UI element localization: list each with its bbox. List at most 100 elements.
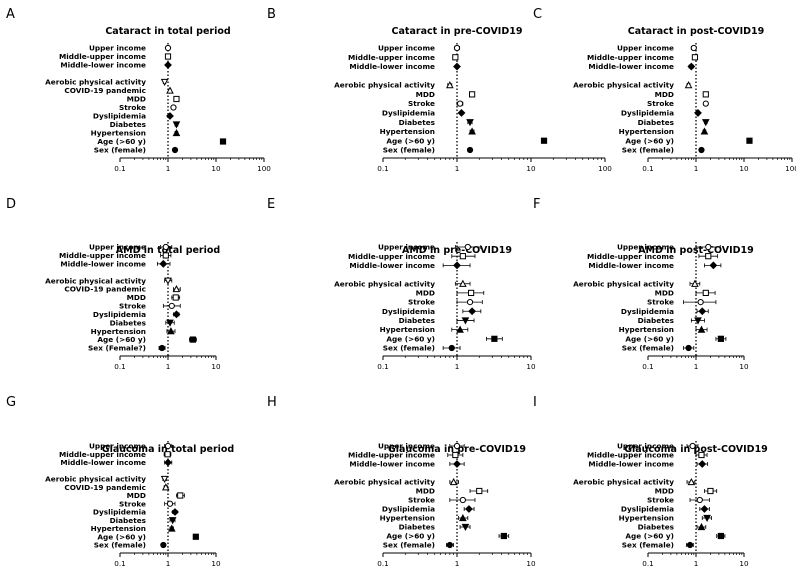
row-label: Middle-lower income <box>60 458 146 467</box>
row-label: Sex (female) <box>622 146 674 155</box>
point-marker <box>166 500 174 507</box>
row-label: Stroke <box>647 298 674 307</box>
x-tick-label: 10 <box>526 164 536 173</box>
point-marker <box>168 302 175 310</box>
panel-letter: B <box>267 7 276 22</box>
point-marker <box>466 298 474 306</box>
row-label: MDD <box>655 90 674 99</box>
point-marker <box>702 289 709 297</box>
x-tick-label: 100 <box>785 164 796 173</box>
row-label: Middle-lower income <box>588 62 674 71</box>
row-label: Hypertension <box>91 327 146 336</box>
row-label: Dyslipidemia <box>621 307 674 316</box>
row-label: Dyslipidemia <box>382 109 435 118</box>
point-marker <box>164 458 172 467</box>
row-label: Middle-lower income <box>60 259 146 268</box>
point-marker <box>162 243 169 251</box>
row-label: Upper income <box>89 442 146 451</box>
point-marker <box>164 277 172 285</box>
point-marker <box>446 541 453 549</box>
row-label: Upper income <box>378 243 435 252</box>
point-marker <box>687 477 696 486</box>
row-label: Middle-upper income <box>348 53 435 62</box>
row-label: Middle-lower income <box>588 261 674 270</box>
point-marker <box>164 451 171 458</box>
panel-letter: H <box>267 395 277 410</box>
row-label: Middle-upper income <box>587 451 674 460</box>
point-marker <box>709 261 718 270</box>
point-marker <box>686 541 694 549</box>
row-label: Hypertension <box>380 514 435 523</box>
row-label: Middle-lower income <box>349 261 435 270</box>
row-label: Age (>60 y) <box>97 335 146 344</box>
point-marker <box>696 496 703 504</box>
point-marker <box>448 344 455 352</box>
point-marker <box>167 524 176 532</box>
row-label: Aerobic physical activity <box>45 276 146 285</box>
row-label: Diabetes <box>110 516 146 525</box>
row-label: Age (>60 y) <box>97 532 146 541</box>
row-label: Aerobic physical activity <box>573 478 674 487</box>
row-label: Hypertension <box>91 524 146 533</box>
row-label: Hypertension <box>619 325 674 334</box>
row-label: Upper income <box>617 44 674 53</box>
row-label: Upper income <box>89 243 146 252</box>
point-marker <box>467 289 475 297</box>
point-marker <box>703 514 711 523</box>
x-tick-label: 10 <box>211 164 221 173</box>
point-marker <box>468 307 477 316</box>
point-marker <box>459 513 467 522</box>
x-tick-label: 1 <box>166 362 171 371</box>
row-label: Middle-upper income <box>59 450 146 459</box>
point-marker <box>171 508 179 516</box>
point-marker <box>172 128 181 137</box>
row-label: Stroke <box>647 496 674 505</box>
row-label: MDD <box>127 293 146 302</box>
point-marker <box>687 62 696 71</box>
x-tick-label: 0.1 <box>642 362 653 371</box>
point-marker <box>698 146 705 154</box>
point-marker <box>705 253 712 260</box>
point-marker <box>172 294 179 301</box>
point-marker <box>459 253 466 260</box>
row-label: COVID-19 pandemic <box>64 86 146 95</box>
point-marker <box>160 475 169 484</box>
point-marker <box>166 319 174 327</box>
point-marker <box>464 243 471 251</box>
row-label: Middle-upper income <box>587 53 674 62</box>
row-label: MDD <box>416 90 435 99</box>
x-tick-label: 10 <box>526 559 536 568</box>
point-marker <box>476 487 483 495</box>
point-marker <box>453 261 461 270</box>
row-label: COVID-19 pandemic <box>64 483 146 492</box>
row-label: Sex (female) <box>383 344 435 353</box>
x-tick-label: 1 <box>455 362 460 371</box>
row-label: Age (>60 y) <box>625 136 674 145</box>
point-marker <box>158 344 166 352</box>
x-tick-label: 1 <box>694 559 699 568</box>
point-marker <box>698 307 707 316</box>
point-marker <box>160 541 167 549</box>
point-marker <box>698 460 707 468</box>
panel-letter: F <box>533 197 540 212</box>
row-label: COVID-19 pandemic <box>64 285 146 294</box>
row-label: Upper income <box>89 44 146 53</box>
point-marker <box>691 54 699 61</box>
point-marker <box>453 460 461 468</box>
row-label: Middle-upper income <box>59 52 146 61</box>
row-label: Sex (female) <box>383 541 435 550</box>
row-label: Dyslipidemia <box>93 508 146 517</box>
row-label: Middle-upper income <box>348 451 435 460</box>
x-tick-label: 0.1 <box>377 559 388 568</box>
row-label: Middle-upper income <box>59 251 146 260</box>
point-marker <box>160 78 169 87</box>
x-tick-label: 0.1 <box>642 164 653 173</box>
point-marker <box>459 496 466 504</box>
point-marker <box>702 100 709 107</box>
x-tick-label: 10 <box>211 362 221 371</box>
